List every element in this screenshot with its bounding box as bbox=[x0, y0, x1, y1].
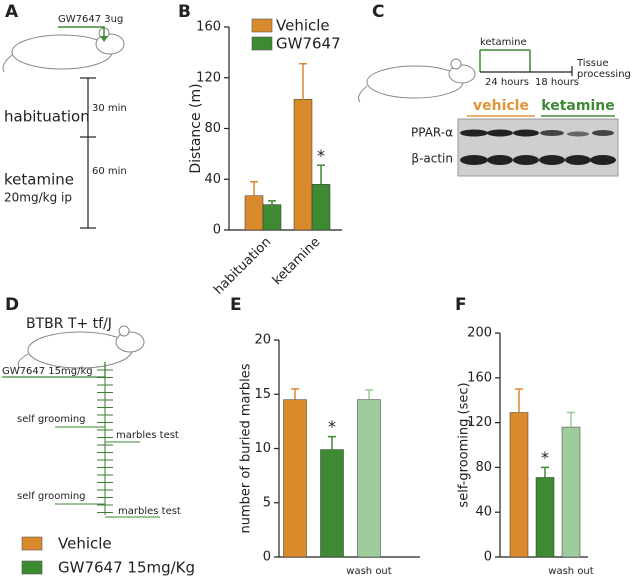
panel-label: A bbox=[5, 2, 19, 22]
mouse-drawing bbox=[2, 27, 125, 73]
error-bar bbox=[291, 388, 299, 400]
band-label: PPAR-α bbox=[411, 126, 453, 140]
blot-bands bbox=[460, 129, 616, 165]
error-bar bbox=[365, 389, 373, 400]
y-tick-label: 200 bbox=[467, 326, 492, 341]
panel-label: F bbox=[455, 295, 467, 315]
legend-swatch bbox=[21, 536, 43, 551]
bar bbox=[244, 195, 264, 231]
injection-arrow bbox=[58, 26, 105, 40]
annotation: * bbox=[328, 417, 336, 436]
x-tick-label: ketamine bbox=[270, 235, 323, 288]
legend-swatch bbox=[251, 18, 273, 33]
blot bbox=[457, 118, 619, 177]
bar bbox=[311, 184, 331, 231]
bar bbox=[535, 477, 555, 558]
x-tick-label: wash out bbox=[548, 566, 593, 577]
legend-label: Vehicle bbox=[58, 535, 112, 553]
legend-label: GW7647 15mg/Kg bbox=[58, 559, 195, 577]
interval-label: 24 hours bbox=[485, 77, 529, 88]
bar bbox=[262, 204, 282, 231]
y-tick-label: 120 bbox=[467, 415, 492, 430]
mouse-drawing bbox=[358, 58, 476, 103]
bar bbox=[320, 449, 344, 558]
error-bar bbox=[250, 181, 258, 196]
error-bar bbox=[317, 164, 325, 185]
y-tick-label: 120 bbox=[196, 70, 221, 85]
x-tick-label: habituation bbox=[211, 235, 274, 298]
panel-label: D bbox=[5, 295, 19, 315]
y-tick-label: 160 bbox=[467, 370, 492, 385]
panel-label: C bbox=[372, 2, 384, 22]
annotation: * bbox=[541, 448, 549, 467]
duration-label: 60 min bbox=[92, 166, 127, 177]
timeline bbox=[80, 77, 96, 229]
interval-label: 18 hours bbox=[535, 77, 579, 88]
y-tick-label: 40 bbox=[475, 505, 492, 520]
legend-label: Vehicle bbox=[276, 17, 330, 35]
bar bbox=[283, 399, 307, 558]
y-tick-label: 5 bbox=[263, 495, 271, 510]
phase-label: habituation bbox=[4, 108, 90, 126]
error-bar bbox=[299, 63, 307, 100]
event-label: self grooming bbox=[17, 414, 86, 425]
panel-label: E bbox=[230, 295, 242, 315]
y-tick-label: 0 bbox=[484, 550, 492, 565]
bar bbox=[509, 412, 529, 558]
panel-label: B bbox=[178, 2, 191, 22]
event-label: marbles test bbox=[118, 506, 181, 517]
error-bar bbox=[515, 388, 523, 413]
arrow-head bbox=[100, 36, 108, 42]
mouse-drawing bbox=[17, 325, 145, 369]
drug-label: GW7647 15mg/kg bbox=[2, 366, 93, 377]
error-bar bbox=[541, 466, 549, 478]
event-label: self grooming bbox=[17, 491, 86, 502]
error-bar bbox=[567, 411, 575, 428]
bar bbox=[357, 399, 381, 558]
y-axis-label: self-grooming (sec) bbox=[457, 382, 472, 507]
band-label: β-actin bbox=[411, 152, 453, 166]
group-label: ketamine bbox=[541, 98, 614, 114]
drug-label: GW7647 3ug bbox=[58, 14, 123, 25]
x-tick-label: wash out bbox=[346, 566, 391, 577]
y-tick-label: 0 bbox=[263, 550, 271, 565]
y-tick-label: 40 bbox=[204, 172, 221, 187]
blot-groups: vehicle ketamine bbox=[467, 98, 615, 117]
group-label: vehicle bbox=[473, 98, 529, 114]
injection-arrows bbox=[479, 49, 531, 72]
y-axis-label: Distance (m) bbox=[188, 83, 204, 173]
event-label: marbles test bbox=[116, 430, 179, 441]
dose-label: 20mg/kg ip bbox=[4, 191, 72, 205]
y-tick-label: 10 bbox=[254, 441, 271, 456]
strain-label: BTBR T+ tf/J bbox=[26, 316, 112, 332]
end-label: Tissue bbox=[576, 58, 609, 69]
end-label: processing bbox=[577, 69, 631, 80]
y-tick-label: 15 bbox=[254, 387, 271, 402]
legend-swatch bbox=[21, 560, 43, 575]
y-tick-label: 20 bbox=[254, 333, 271, 348]
legend-swatch bbox=[251, 36, 273, 51]
y-tick-label: 80 bbox=[204, 121, 221, 136]
error-bar bbox=[328, 435, 336, 450]
y-axis-label: number of buried marbles bbox=[239, 363, 254, 533]
legend-label: GW7647 bbox=[276, 35, 341, 53]
bar bbox=[293, 99, 313, 231]
phase-label: ketamine bbox=[4, 171, 74, 189]
error-bar bbox=[268, 200, 276, 205]
y-tick-label: 80 bbox=[475, 460, 492, 475]
y-tick-label: 160 bbox=[196, 20, 221, 35]
timeline bbox=[97, 365, 113, 515]
injection-label: ketamine bbox=[480, 37, 527, 48]
legend: Vehicle GW7647 15mg/Kg bbox=[21, 535, 195, 577]
y-tick-label: 0 bbox=[213, 223, 221, 238]
bar bbox=[561, 426, 581, 558]
duration-label: 30 min bbox=[92, 103, 127, 114]
annotation: * bbox=[317, 146, 325, 165]
